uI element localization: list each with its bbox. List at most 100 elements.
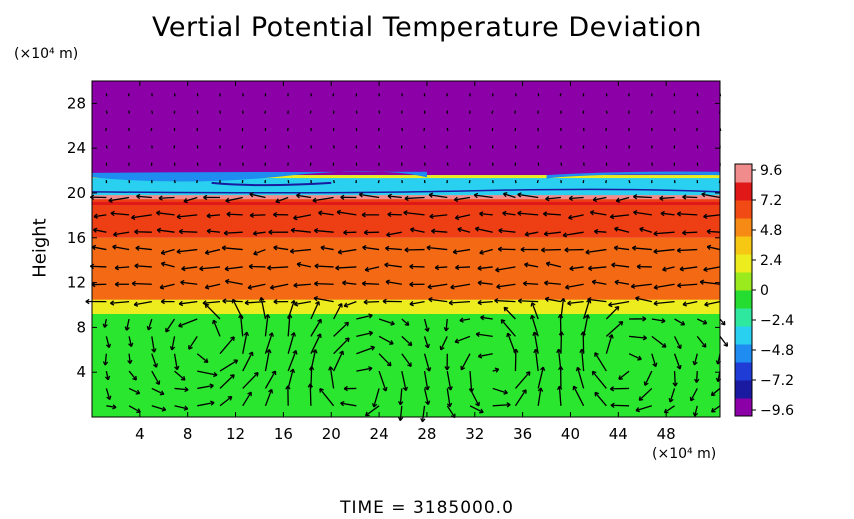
wind-vector <box>225 280 243 285</box>
wind-vector-head <box>668 397 674 403</box>
wind-vector <box>707 246 721 251</box>
wind-vector-head <box>635 296 640 302</box>
wind-vector <box>435 266 448 269</box>
colorbar-swatch <box>735 236 752 255</box>
wind-vector-head <box>679 266 684 272</box>
wind-vector-head <box>247 391 252 397</box>
wind-vector <box>583 299 591 320</box>
wind-vector-head <box>703 266 708 273</box>
wind-vector <box>459 318 471 322</box>
wind-vector <box>197 401 215 407</box>
wind-vector <box>695 371 698 383</box>
wind-vector-head <box>345 337 350 343</box>
colorbar-swatch <box>735 398 752 417</box>
wind-vector <box>332 145 335 149</box>
wind-vector-head <box>368 366 373 372</box>
y-tick-label: 20 <box>67 184 86 202</box>
wind-vector-head <box>653 230 658 237</box>
wind-vector <box>206 214 221 217</box>
x-tick-label: 16 <box>274 425 293 443</box>
wind-vector <box>134 265 152 268</box>
x-tick-label: 36 <box>513 425 532 443</box>
wind-vector <box>703 266 721 271</box>
wind-vector <box>594 230 607 233</box>
wind-vector-head <box>343 229 348 236</box>
wind-vector <box>151 370 160 385</box>
wind-vector-head <box>567 300 572 306</box>
wind-vector-head <box>443 327 450 332</box>
wind-vector-head <box>523 262 529 268</box>
wind-vector <box>253 231 266 235</box>
wind-vector <box>242 391 252 407</box>
wind-vector-head <box>184 386 189 393</box>
wind-vector-head <box>110 210 115 217</box>
wind-vector-head <box>318 210 323 216</box>
wind-vector-head <box>428 192 434 198</box>
y-axis-unit: (×10⁴ m) <box>14 46 79 62</box>
wind-vector <box>507 332 517 354</box>
wind-vector-head <box>592 196 598 203</box>
wind-vector <box>174 405 188 410</box>
wind-vector <box>320 246 334 251</box>
wind-vector <box>176 248 198 253</box>
wind-vector <box>475 227 493 233</box>
wind-vector-head <box>502 191 508 198</box>
wind-vector <box>498 229 516 233</box>
wind-vector <box>587 298 607 303</box>
wind-vector <box>545 298 562 303</box>
wind-vector <box>242 372 259 389</box>
wind-vector <box>491 110 494 114</box>
wind-vector <box>378 145 381 149</box>
wind-vector <box>594 391 607 407</box>
wind-vector-head <box>248 263 253 270</box>
wind-vector-head <box>249 192 254 198</box>
wind-vector-head <box>233 359 239 365</box>
wind-vector-head <box>594 391 600 397</box>
wind-vector <box>314 265 334 268</box>
wind-vector-head <box>431 228 436 234</box>
wind-vector-head <box>502 210 507 217</box>
wind-vector <box>468 179 471 184</box>
wind-vector <box>605 110 608 114</box>
wind-vector <box>563 231 584 237</box>
wind-vector <box>651 335 667 348</box>
wind-vector <box>679 266 698 270</box>
wind-vector <box>93 228 107 233</box>
wind-vector-head <box>477 299 482 306</box>
wind-vector <box>629 335 647 339</box>
wind-vector-head <box>178 322 183 328</box>
wind-vector-head <box>222 298 227 304</box>
wind-vector-head <box>312 197 317 203</box>
colorbar-swatch <box>735 344 752 363</box>
wind-vector <box>633 211 652 216</box>
wind-vector <box>270 283 289 289</box>
wind-vector-head <box>390 320 395 326</box>
wind-vector-head <box>155 380 161 385</box>
wind-vector <box>469 145 472 149</box>
wind-vector-head <box>290 332 296 337</box>
wind-vector-head <box>275 198 280 204</box>
wind-vector-head <box>676 344 682 350</box>
wind-vector-head <box>454 214 460 221</box>
wind-vector-head <box>692 412 699 417</box>
wind-vector-head <box>572 385 578 391</box>
wind-vector-field <box>85 93 729 423</box>
wind-vector-head <box>500 319 506 324</box>
wind-vector <box>287 314 291 337</box>
wind-vector <box>180 281 198 285</box>
wind-vector <box>287 368 294 389</box>
wind-vector <box>241 145 244 149</box>
wind-vector <box>644 370 653 386</box>
wind-vector <box>423 388 429 405</box>
wind-vector-head <box>615 197 621 203</box>
wind-vector-head <box>473 192 479 199</box>
wind-vector <box>332 179 335 184</box>
wind-vector-head <box>468 388 475 393</box>
wind-vector <box>500 319 516 337</box>
wind-vector <box>90 265 107 268</box>
wind-vector-head <box>159 390 165 396</box>
wind-vector <box>219 374 235 389</box>
wind-vector <box>582 162 585 166</box>
wind-vector-head <box>273 245 278 251</box>
wind-vector <box>696 127 698 132</box>
